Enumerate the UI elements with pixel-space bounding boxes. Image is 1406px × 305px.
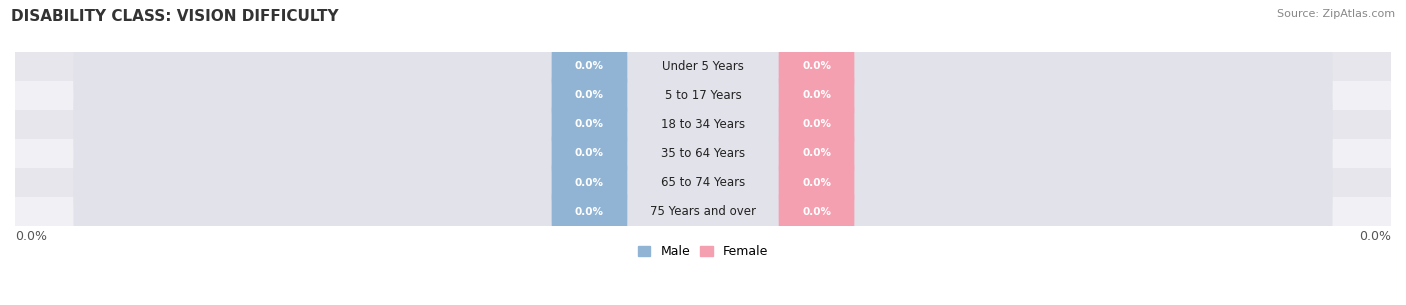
FancyBboxPatch shape bbox=[73, 158, 1333, 266]
FancyBboxPatch shape bbox=[779, 115, 855, 192]
FancyBboxPatch shape bbox=[551, 174, 627, 250]
Text: 0.0%: 0.0% bbox=[801, 119, 831, 129]
Bar bbox=[15, 139, 1391, 168]
FancyBboxPatch shape bbox=[779, 174, 855, 250]
Text: 0.0%: 0.0% bbox=[801, 61, 831, 71]
FancyBboxPatch shape bbox=[73, 12, 1333, 120]
Bar bbox=[15, 52, 1391, 81]
Text: DISABILITY CLASS: VISION DIFFICULTY: DISABILITY CLASS: VISION DIFFICULTY bbox=[11, 9, 339, 24]
Legend: Male, Female: Male, Female bbox=[638, 246, 768, 258]
FancyBboxPatch shape bbox=[73, 70, 1333, 178]
FancyBboxPatch shape bbox=[551, 115, 627, 192]
FancyBboxPatch shape bbox=[551, 145, 627, 221]
Bar bbox=[15, 168, 1391, 197]
Text: Source: ZipAtlas.com: Source: ZipAtlas.com bbox=[1277, 9, 1395, 19]
Bar bbox=[15, 197, 1391, 226]
Text: 0.0%: 0.0% bbox=[575, 178, 605, 188]
FancyBboxPatch shape bbox=[779, 57, 855, 133]
Text: 0.0%: 0.0% bbox=[575, 119, 605, 129]
FancyBboxPatch shape bbox=[551, 28, 627, 104]
Text: 0.0%: 0.0% bbox=[575, 149, 605, 159]
Text: 0.0%: 0.0% bbox=[801, 90, 831, 100]
Text: Under 5 Years: Under 5 Years bbox=[662, 60, 744, 73]
Text: 0.0%: 0.0% bbox=[575, 90, 605, 100]
FancyBboxPatch shape bbox=[73, 99, 1333, 208]
Bar bbox=[15, 110, 1391, 139]
FancyBboxPatch shape bbox=[551, 86, 627, 163]
FancyBboxPatch shape bbox=[779, 86, 855, 163]
FancyBboxPatch shape bbox=[73, 41, 1333, 149]
Text: 0.0%: 0.0% bbox=[15, 230, 46, 243]
Text: 5 to 17 Years: 5 to 17 Years bbox=[665, 89, 741, 102]
Text: 0.0%: 0.0% bbox=[801, 207, 831, 217]
Text: 35 to 64 Years: 35 to 64 Years bbox=[661, 147, 745, 160]
Text: 0.0%: 0.0% bbox=[575, 207, 605, 217]
Text: 75 Years and over: 75 Years and over bbox=[650, 205, 756, 218]
FancyBboxPatch shape bbox=[779, 28, 855, 104]
FancyBboxPatch shape bbox=[779, 145, 855, 221]
Text: 0.0%: 0.0% bbox=[575, 61, 605, 71]
FancyBboxPatch shape bbox=[551, 57, 627, 133]
FancyBboxPatch shape bbox=[73, 128, 1333, 237]
Text: 18 to 34 Years: 18 to 34 Years bbox=[661, 118, 745, 131]
Text: 0.0%: 0.0% bbox=[801, 178, 831, 188]
Text: 0.0%: 0.0% bbox=[1360, 230, 1391, 243]
Bar bbox=[15, 81, 1391, 110]
Text: 65 to 74 Years: 65 to 74 Years bbox=[661, 176, 745, 189]
Text: 0.0%: 0.0% bbox=[801, 149, 831, 159]
